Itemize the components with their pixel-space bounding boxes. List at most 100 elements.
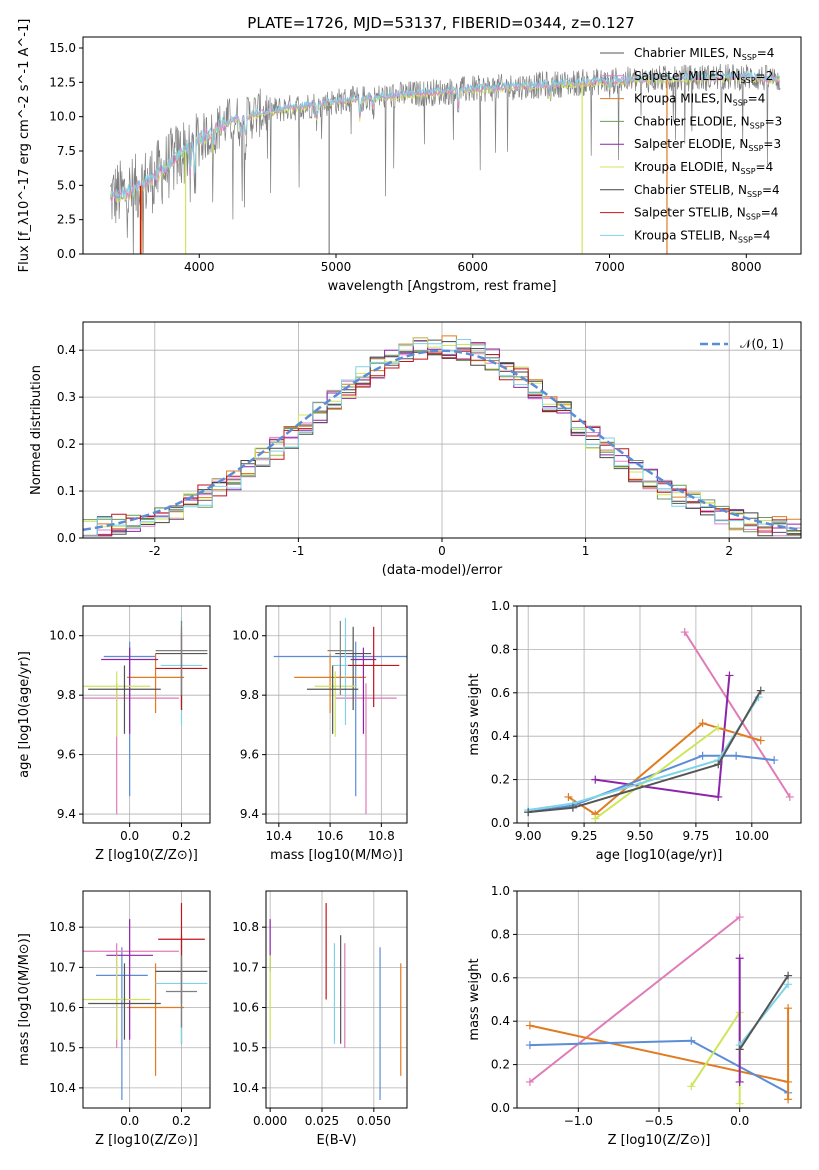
legend-subscript: SSP [741,76,756,85]
mass_weight_vs_z-series-line [529,1024,789,1083]
age_vs_z-ylabel: age [log10(age/yr)] [17,651,32,778]
legend-suffix: =4 [748,92,766,106]
mass_weight_vs_age-series-line [594,726,719,820]
mass_weight_vs_z-series-marker [784,1095,793,1104]
spectrum-plot-area [110,63,781,254]
spectrum-xlabel: wavelength [Angstrom, rest frame] [328,279,557,294]
mass_vs_ebv-xtick-label: 0.050 [357,1114,391,1128]
legend-suffix: =4 [756,160,774,174]
legend-suffix: =4 [762,183,780,197]
mass_weight_vs_z-ylabel: mass weight [467,958,482,1040]
mass_weight_vs_z-xtick-label: −1.0 [564,1114,593,1128]
figure-title: PLATE=1726, MJD=53137, FIBERID=0344, z=0… [247,14,634,32]
age_vs_z-xtick-label: 0.0 [120,829,139,843]
mass_weight_vs_age-series-marker [524,808,533,817]
residual-histogram-series [83,339,801,538]
spectrum-legend-entry: Salpeter ELODIE, NSSP=3 [634,137,781,153]
residuals-plot-area [83,335,801,538]
age_vs_mass-ytick-label: 9.6 [240,748,259,762]
mass_weight_vs_age-series-marker [698,719,707,728]
mass_weight_vs_age-series-marker [568,803,577,812]
spectrum-legend-entry: Kroupa ELODIE, NSSP=4 [634,160,773,176]
mass_weight_vs_age-series-marker [725,671,734,680]
spectrum-legend-entry: Chabrier ELODIE, NSSP=3 [634,114,782,130]
mass_vs_z-ytick-label: 10.7 [49,960,76,974]
spectrum-panel: 4000 5000 6000 7000 8000 0.0 2.5 5.0 7.5 10.0 12.5… [17,19,802,294]
spectrum-xtick-label: 7000 [594,260,625,274]
mass_weight_vs_age-series-line [528,690,762,814]
mass_vs_z-ytick-label: 10.4 [49,1081,76,1095]
mass_vs_z-xlabel: Z [log10(Z/Z⊙)] [95,1133,198,1148]
mass_vs_z-ytick-label: 10.8 [49,920,76,934]
mass_weight_vs_age-series-marker [785,792,794,801]
mass_weight_vs_age-series-marker [564,792,573,801]
mass-weight-vs-age-panel: 9.00 9.25 9.50 9.75 10.00 0.0 0.2 0.4 0.6 0.8 1.0 a… [467,599,802,863]
mass_weight_vs_age-series-line [683,631,791,798]
age_vs_z-xlabel: Z [log10(Z/Z⊙)] [95,848,198,863]
spectrum-ytick-label: 15.0 [49,41,76,55]
mass_weight_vs_z-series-marker [525,1021,534,1030]
residuals-ytick-label: 0.2 [57,437,76,451]
spectrum-legend-entry: Salpeter MILES, NSSP=2 [634,69,773,85]
gaussian-legend-label: 𝒩(0, 1) [740,337,784,351]
spectrum-model-line [110,71,781,200]
mass_weight_vs_z-series-line [529,916,741,1083]
legend-subscript: SSP [748,144,763,153]
legend-subscript: SSP [747,190,762,199]
mass_weight_vs_age-xlabel: age [log10(age/yr)] [596,848,723,863]
age_vs_z-ytick-label: 9.4 [57,807,76,821]
mass_weight_vs_age-series-marker [756,686,765,695]
legend-subscript: SSP [746,213,761,222]
spectrum-xtick-label: 4000 [184,260,215,274]
mass-vs-z-panel: 0.0 0.2 10.4 10.5 10.6 10.7 10.8 Z [log10(Z/Z⊙)… [17,890,211,1148]
mass_weight_vs_age-series-marker [732,751,741,760]
mass_weight_vs_z-series-marker [687,1036,696,1045]
mass_weight_vs_z-ytick-label: 0.6 [491,971,510,985]
mass_weight_vs_age-plot-area [524,628,794,823]
mass-vs-ebv-panel: 0.000 0.025 0.050 10.4 10.5 10.6 10.7 10.8 E(B-V… [232,890,408,1148]
mass_weight_vs_z-series-marker [525,1041,534,1050]
spectrum-legend-entry: Kroupa MILES, NSSP=4 [634,92,765,108]
residuals-xtick-label: 0 [438,544,446,558]
legend-suffix: =4 [757,46,775,60]
mass_vs_ebv-xtick-label: 0.000 [253,1114,287,1128]
mass_vs_ebv-xlabel: E(B-V) [316,1133,356,1148]
spectrum-ylabel: Flux [f_λ10^-17 erg cm^-2 s^-1 A^-1] [17,19,32,273]
mass_weight_vs_age-ytick-label: 0.6 [491,686,510,700]
mass_vs_ebv-ytick-label: 10.5 [232,1041,259,1055]
mass_vs_ebv-ytick-label: 10.4 [232,1081,259,1095]
legend-subscript: SSP [750,121,765,130]
residuals-ytick-label: 0.4 [57,343,76,357]
legend-suffix: =4 [761,206,779,220]
age_vs_mass-ytick-label: 9.4 [240,807,259,821]
legend-label: Chabrier ELODIE, N [634,114,750,128]
age_vs_mass-ytick-label: 9.8 [240,688,259,702]
mass_weight_vs_age-ytick-label: 0.4 [491,729,510,743]
age-vs-mass-panel: 10.4 10.6 10.8 9.4 9.6 9.8 10.0 mass [log10(M/M… [232,605,408,863]
legend-subscript: SSP [742,53,757,62]
spectrum-ytick-label: 12.5 [49,75,76,89]
age_vs_mass-plot-area [273,617,407,815]
mass_weight_vs_z-xlabel: Z [log10(Z/Z⊙)] [608,1133,711,1148]
age_vs_z-ytick-label: 9.8 [57,688,76,702]
age_vs_z-plot-area [83,617,208,815]
mass_weight_vs_age-xtick-label: 10.00 [735,829,769,843]
spectrum-ytick-label: 2.5 [57,213,76,227]
mass_weight_vs_z-plot-area [525,913,793,1108]
spectrum-legend-entry: Salpeter STELIB, NSSP=4 [634,206,778,222]
spectrum-legend-entry: Kroupa STELIB, NSSP=4 [634,228,771,244]
mass_weight_vs_z-series-line [690,1009,741,1104]
legend-label: Kroupa STELIB, N [634,228,738,242]
spectrum-ytick-label: 0.0 [57,247,76,261]
gaussian-curve [83,349,801,532]
age_vs_z-xtick-label: 0.2 [172,829,191,843]
legend-label: Salpeter STELIB, N [634,206,746,220]
mass_weight_vs_z-ytick-label: 0.4 [491,1014,510,1028]
legend-suffix: =3 [765,114,783,128]
spectrum-model-line [110,72,781,203]
age_vs_z-ytick-label: 9.6 [57,748,76,762]
residuals-xtick-label: -2 [149,544,161,558]
mass_weight_vs_age-ytick-label: 0.8 [491,642,510,656]
mass_vs_z-ytick-label: 10.5 [49,1041,76,1055]
mass_weight_vs_age-ytick-label: 1.0 [491,599,510,613]
